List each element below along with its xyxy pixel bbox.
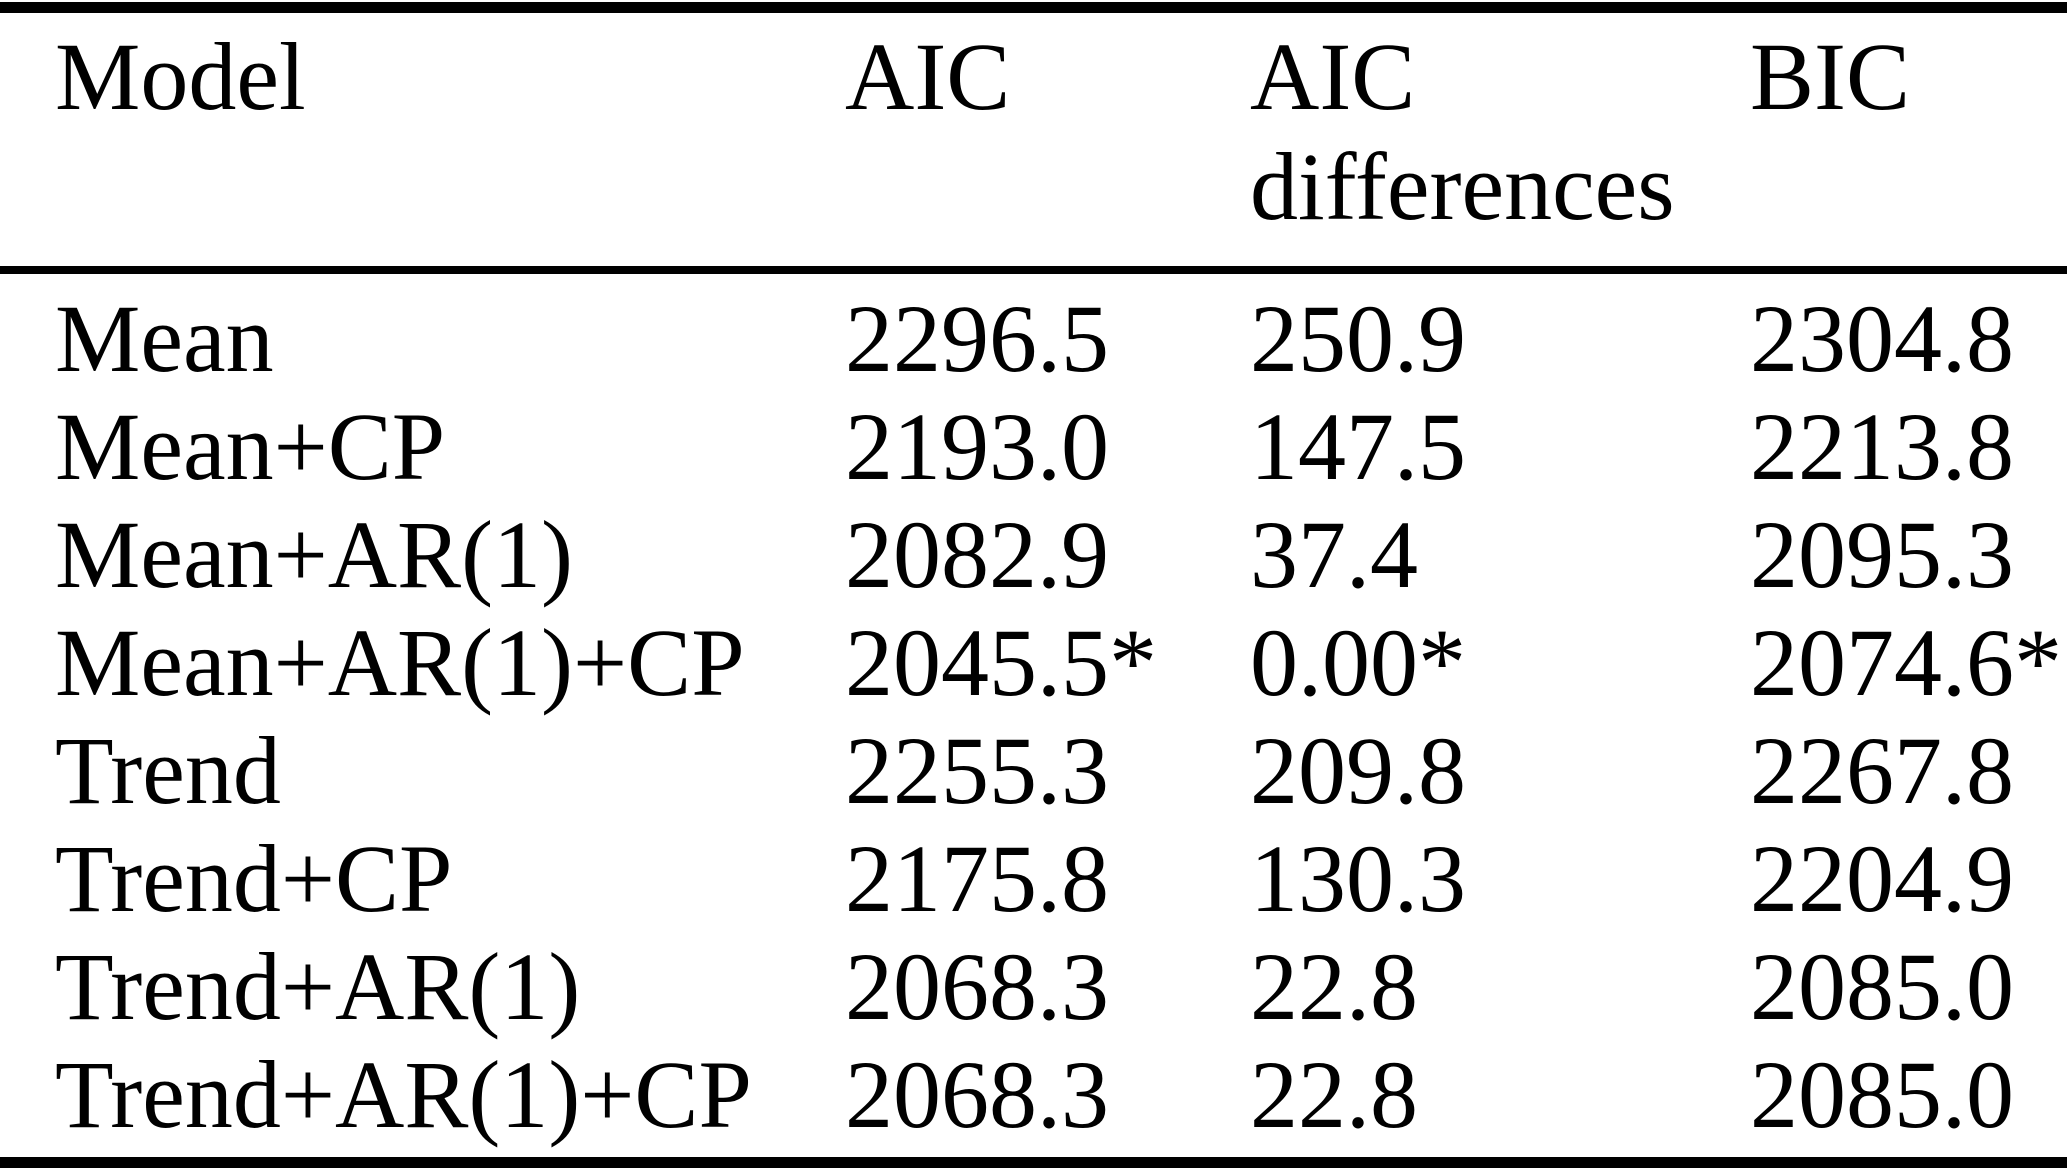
model-cell: Mean+AR(1)+CP: [55, 609, 745, 716]
aic-differences-cell: 22.8: [1250, 933, 1418, 1040]
model-cell: Mean+AR(1): [55, 501, 574, 608]
bic-cell: 2213.8: [1750, 393, 2014, 500]
aic-differences-cell: 209.8: [1250, 717, 1466, 824]
bic-cell: 2095.3: [1750, 501, 2014, 608]
table-row: Trend 2255.3 209.8 2267.8: [55, 717, 2067, 825]
aic-cell: 2045.5*: [845, 609, 1157, 716]
table-row: Trend+AR(1) 2068.3 22.8 2085.0: [55, 933, 2067, 1041]
model-cell: Trend: [55, 717, 281, 824]
aic-differences-cell: 250.9: [1250, 285, 1466, 392]
column-header-model: Model: [55, 23, 306, 130]
bic-cell: 2074.6*: [1750, 609, 2062, 716]
model-cell: Trend+AR(1): [55, 933, 581, 1040]
column-header-aic-differences: AIC differences: [1250, 23, 1675, 240]
bic-cell: 2304.8: [1750, 285, 2014, 392]
model-cell: Mean: [55, 285, 274, 392]
aic-cell: 2255.3: [845, 717, 1109, 824]
column-header-aic: AIC: [845, 23, 1011, 130]
bic-cell: 2267.8: [1750, 717, 2014, 824]
table-header-rule: [0, 266, 2067, 274]
model-cell: Mean+CP: [55, 393, 446, 500]
table-body: Mean 2296.5 250.9 2304.8 Mean+CP 2193.0 …: [0, 285, 2067, 1149]
bic-cell: 2204.9: [1750, 825, 2014, 932]
bic-cell: 2085.0: [1750, 933, 2014, 1040]
aic-cell: 2296.5: [845, 285, 1109, 392]
table-row: Mean 2296.5 250.9 2304.8: [55, 285, 2067, 393]
aic-differences-cell: 0.00*: [1250, 609, 1466, 716]
table-header-row: Model AIC AIC differences BIC: [55, 22, 2067, 242]
column-header-bic: BIC: [1750, 23, 1911, 130]
table-row: Trend+CP 2175.8 130.3 2204.9: [55, 825, 2067, 933]
table-row: Mean+CP 2193.0 147.5 2213.8: [55, 393, 2067, 501]
table-bottom-rule: [0, 1157, 2067, 1168]
table-row: Mean+AR(1)+CP 2045.5* 0.00* 2074.6*: [55, 609, 2067, 717]
aic-differences-cell: 130.3: [1250, 825, 1466, 932]
aic-differences-cell: 37.4: [1250, 501, 1418, 608]
table-top-rule: [0, 2, 2067, 13]
aic-cell: 2082.9: [845, 501, 1109, 608]
model-cell: Trend+AR(1)+CP: [55, 1041, 752, 1148]
model-cell: Trend+CP: [55, 825, 453, 932]
aic-cell: 2175.8: [845, 825, 1109, 932]
aic-differences-cell: 147.5: [1250, 393, 1466, 500]
table-row: Trend+AR(1)+CP 2068.3 22.8 2085.0: [55, 1041, 2067, 1149]
bic-cell: 2085.0: [1750, 1041, 2014, 1148]
aic-cell: 2193.0: [845, 393, 1109, 500]
aic-cell: 2068.3: [845, 1041, 1109, 1148]
aic-cell: 2068.3: [845, 933, 1109, 1040]
aic-differences-cell: 22.8: [1250, 1041, 1418, 1148]
table-row: Mean+AR(1) 2082.9 37.4 2095.3: [55, 501, 2067, 609]
